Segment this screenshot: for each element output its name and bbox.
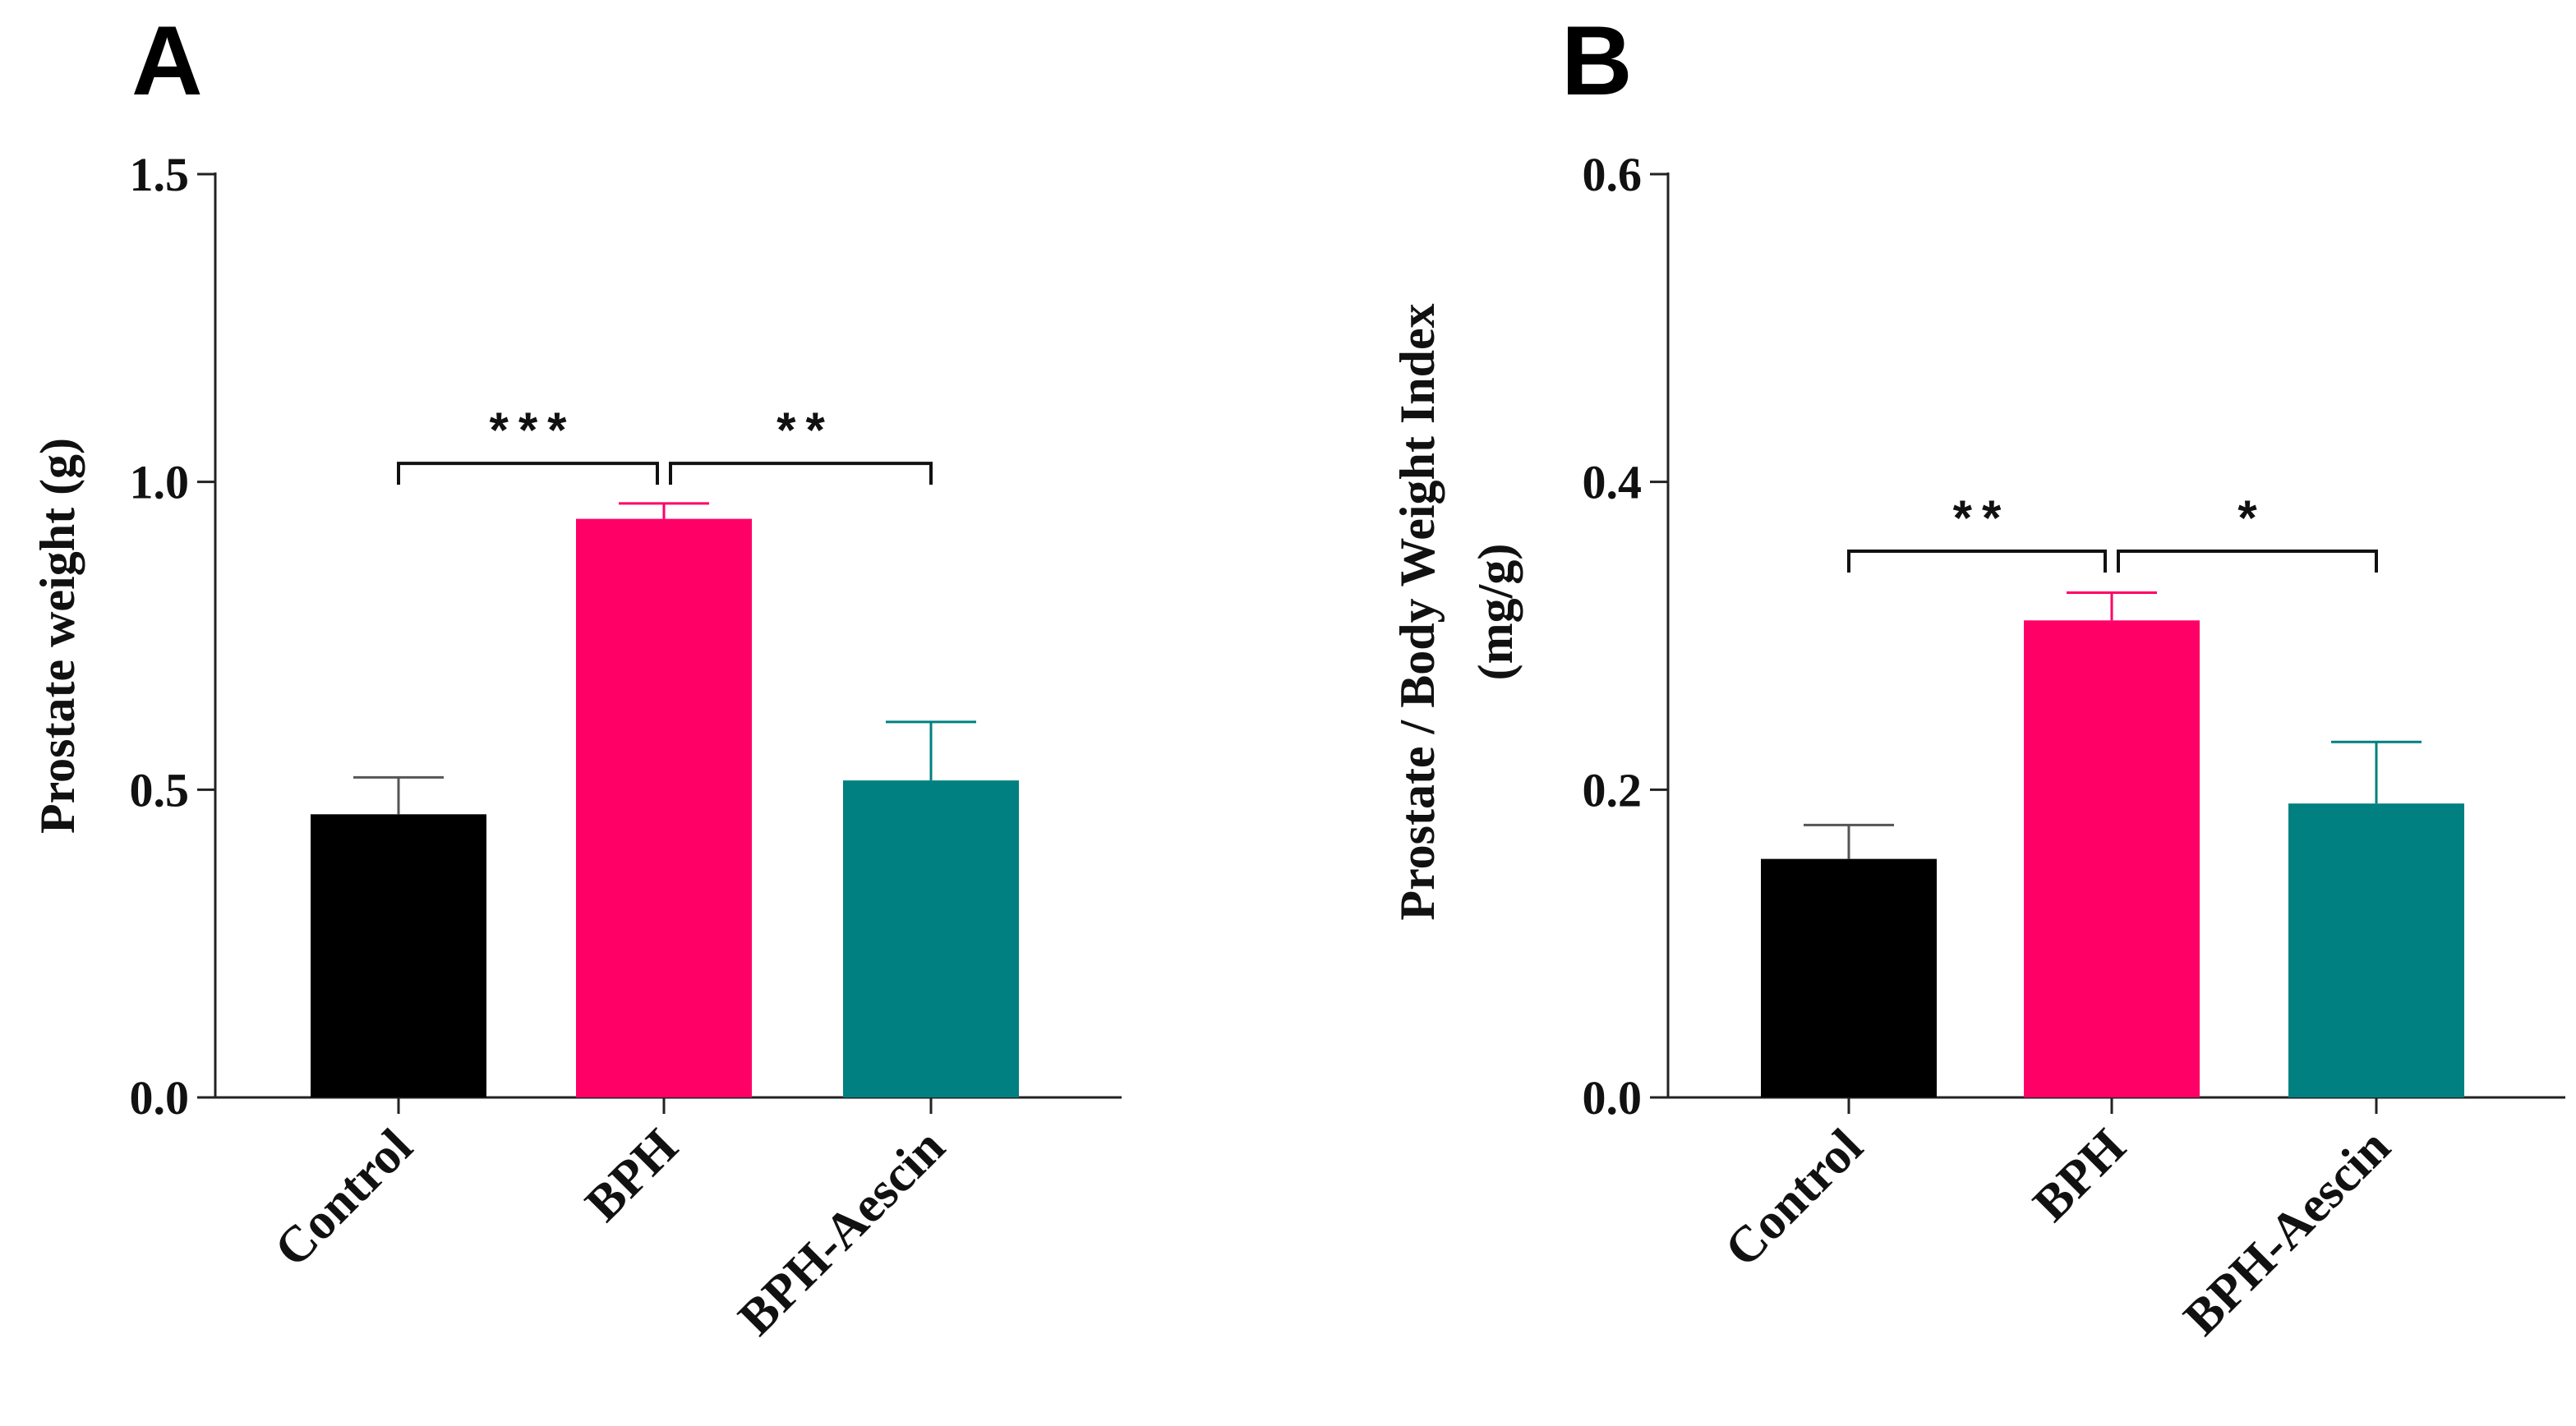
bar-control [1761,858,1937,1097]
bar-bph [576,518,752,1097]
significance-bracket [669,462,933,485]
x-tick-label: BPH-Aescin [2173,1119,2401,1346]
x-tick-label: BPH [575,1119,689,1232]
x-tick-label: Control [264,1119,422,1277]
x-tick-label: BPH-Aescin [728,1119,956,1346]
x-tick-label: BPH [2023,1119,2136,1232]
bar-bph [2024,620,2200,1097]
y-tick-label: 1.0 [130,456,190,509]
panel-letter: A [131,6,203,116]
y-axis-title-units: (mg/g) [1468,544,1523,681]
y-tick-label: 0.5 [130,763,190,816]
y-tick-label: 1.5 [130,148,190,201]
y-tick-label: 0.0 [1583,1071,1643,1125]
y-tick-label: 0.0 [130,1071,190,1125]
bar-control [311,814,486,1097]
y-axis-title: Prostate weight (g) [30,438,85,834]
bar-bph-aescin [2288,803,2464,1097]
significance-label: *** [489,402,576,458]
x-tick-label: Control [1714,1119,1873,1277]
bar-bph-aescin [843,780,1019,1097]
significance-label: ** [776,402,835,458]
chart-panel-b: B 0.0 0.2 0.4 0.6 Prostate / Body Weight Inde… [1390,6,2565,1346]
significance-bracket [397,462,659,485]
y-tick-label: 0.6 [1583,148,1643,201]
y-tick-label: 0.4 [1583,456,1643,509]
y-tick-label: 0.2 [1583,763,1643,816]
significance-label: ** [1953,490,2011,545]
chart-panel-a: A 0.0 0.5 1.0 1.5 Prostate weight (g) Control B… [30,6,1122,1346]
panel-letter: B [1561,6,1633,116]
y-axis-title: Prostate / Body Weight Index [1390,303,1445,920]
significance-bracket [2117,549,2378,573]
significance-bracket [1847,549,2107,573]
significance-label: * [2237,490,2266,545]
